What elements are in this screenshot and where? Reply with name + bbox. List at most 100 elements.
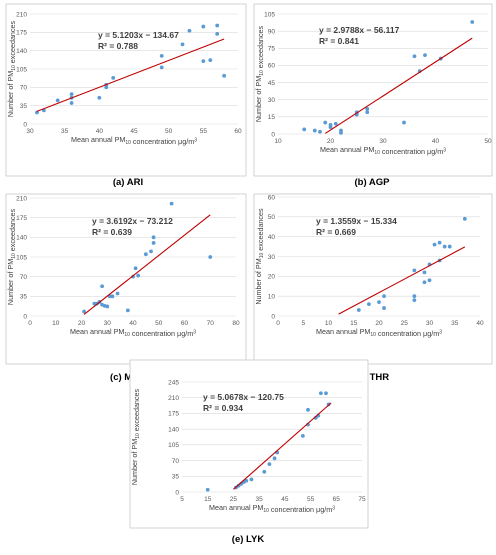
y-tick-label: 35 — [20, 103, 28, 110]
x-tick-label: 50 — [155, 320, 163, 327]
x-tick-label: 75 — [358, 496, 366, 503]
panel-caption: (d) THR — [355, 372, 389, 383]
y-tick-label: 35 — [172, 474, 180, 481]
data-point — [323, 120, 328, 125]
data-point — [69, 101, 74, 105]
data-point — [208, 58, 213, 62]
y-tick-label: 0 — [23, 121, 27, 128]
panel-frame — [253, 3, 493, 177]
x-tick-label: 35 — [61, 128, 69, 135]
r-squared: R² = 0.841 — [319, 36, 359, 46]
x-tick-label: 60 — [181, 320, 189, 327]
y-tick-label: 75 — [268, 46, 276, 53]
panel-frame — [253, 193, 493, 365]
data-point — [300, 433, 305, 438]
trend-equation: y = 1.3559x − 15.334 — [316, 216, 397, 226]
x-tick-label: 15 — [350, 320, 358, 327]
x-axis-title: Mean annual PM10 concentration μg/m3 — [71, 135, 197, 146]
x-tick-label: 5 — [180, 496, 184, 503]
data-point — [151, 235, 156, 240]
x-tick-label: 50 — [165, 128, 173, 135]
y-tick-label: 210 — [16, 195, 27, 202]
x-tick-label: 20 — [327, 138, 335, 145]
data-point — [125, 308, 130, 313]
x-tick-label: 0 — [276, 320, 280, 327]
y-tick-label: 245 — [168, 379, 179, 386]
data-point — [412, 298, 417, 303]
data-point — [302, 127, 307, 132]
x-tick-label: 10 — [325, 320, 333, 327]
data-point — [82, 309, 86, 314]
y-tick-label: 30 — [268, 97, 276, 104]
x-tick-label: 45 — [281, 496, 289, 503]
y-tick-label: 60 — [268, 63, 276, 70]
data-point — [149, 249, 153, 254]
data-point — [115, 291, 120, 296]
y-tick-label: 105 — [16, 66, 27, 73]
data-point — [412, 54, 417, 59]
y-tick-label: 60 — [268, 194, 276, 201]
panel-frame — [129, 359, 369, 529]
x-tick-label: 55 — [200, 128, 208, 135]
x-tick-label: 10 — [52, 320, 60, 327]
y-tick-label: 210 — [168, 395, 179, 402]
x-tick-label: 40 — [129, 320, 137, 327]
x-tick-label: 70 — [207, 320, 215, 327]
y-axis-title: Number of PM10 exceedances — [254, 208, 265, 305]
data-point — [100, 284, 104, 289]
y-tick-label: 175 — [168, 411, 179, 418]
r-squared: R² = 0.934 — [203, 403, 243, 413]
y-tick-label: 0 — [271, 313, 275, 320]
r-squared: R² = 0.669 — [316, 227, 356, 237]
y-tick-label: 90 — [268, 28, 276, 35]
trend-line — [83, 214, 211, 315]
y-tick-label: 140 — [16, 235, 27, 242]
data-point — [402, 120, 406, 125]
y-tick-label: 105 — [264, 11, 275, 18]
data-point — [105, 304, 110, 309]
x-axis-title: Mean annual PM10 concentration μg/m3 — [316, 327, 442, 338]
data-point — [110, 294, 115, 299]
x-tick-label: 30 — [104, 320, 112, 327]
data-point — [328, 122, 333, 127]
x-tick-label: 50 — [484, 138, 492, 145]
trend-equation: y = 5.1203x − 134.67 — [98, 30, 179, 40]
data-point — [382, 294, 386, 299]
data-point — [333, 121, 338, 126]
y-tick-label: 20 — [268, 274, 276, 281]
panel-frame — [5, 3, 247, 177]
data-point — [412, 294, 417, 299]
r-squared: R² = 0.788 — [98, 41, 138, 51]
y-tick-label: 10 — [268, 293, 276, 300]
data-point — [201, 59, 206, 64]
y-tick-label: 15 — [268, 114, 276, 121]
data-point — [318, 129, 322, 134]
data-point — [249, 477, 254, 482]
chart-ari: 0 35 70 105 140 175 210 30 35 40 45 50 55 60 Mean annu… — [5, 3, 247, 177]
x-tick-label: 30 — [426, 320, 434, 327]
x-tick-label: 40 — [432, 138, 440, 145]
trend-equation: y = 2.9788x − 56.117 — [319, 25, 400, 35]
data-point — [159, 54, 164, 58]
x-tick-label: 25 — [230, 496, 238, 503]
data-point — [151, 241, 156, 245]
x-tick-label: 30 — [379, 138, 387, 145]
x-tick-label: 5 — [301, 320, 305, 327]
x-tick-label: 80 — [232, 320, 240, 327]
x-tick-label: 45 — [130, 128, 138, 135]
data-point — [412, 268, 417, 273]
data-point — [306, 407, 310, 412]
x-tick-label: 40 — [96, 128, 104, 135]
data-point — [180, 42, 185, 47]
data-point — [447, 244, 452, 249]
data-point — [133, 266, 138, 271]
data-point — [55, 98, 60, 103]
data-point — [111, 76, 116, 80]
x-tick-label: 60 — [234, 128, 242, 135]
data-point — [427, 278, 432, 283]
trend-line — [324, 37, 473, 134]
data-point — [244, 478, 249, 483]
y-tick-label: 175 — [16, 215, 27, 222]
data-point — [136, 273, 141, 278]
data-point — [205, 487, 210, 492]
